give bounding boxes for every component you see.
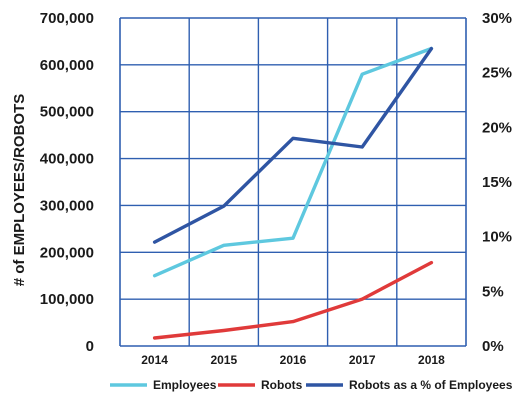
y2-tick-label: 25% [482, 65, 512, 82]
tick-labels: 0 100,000 200,000 300,000 400,000 500,000 600,… [40, 10, 512, 367]
legend-label: Employees [153, 378, 217, 392]
y-axis-title: # of EMPLOYEES/ROBOTS [11, 94, 28, 287]
y-tick-label: 400,000 [40, 151, 94, 168]
legend-label: Robots as a % of Employees [349, 378, 513, 392]
series-lines [155, 48, 432, 338]
series-line-robots-as-a-of-employees [155, 49, 432, 243]
y2-tick-label: 10% [482, 229, 512, 246]
y-tick-label: 500,000 [40, 104, 94, 121]
x-tick-label: 2018 [418, 353, 445, 367]
legend: Employees Robots Robots as a % of Employee… [110, 378, 513, 392]
series-line-robots [155, 263, 432, 338]
y2-tick-label: 30% [482, 10, 512, 27]
y-tick-label: 0 [86, 338, 94, 355]
y2-tick-label: 0% [482, 338, 504, 355]
y2-tick-label: 15% [482, 174, 512, 191]
y-tick-label: 700,000 [40, 10, 94, 27]
gridlines [120, 18, 466, 346]
y2-tick-label: 20% [482, 119, 512, 136]
x-tick-label: 2014 [141, 353, 168, 367]
series-line-employees [155, 49, 432, 276]
x-tick-label: 2015 [210, 353, 237, 367]
y2-tick-label: 5% [482, 283, 504, 300]
axes [120, 18, 466, 346]
y-tick-label: 300,000 [40, 197, 94, 214]
y-tick-label: 200,000 [40, 244, 94, 261]
y-tick-label: 600,000 [40, 57, 94, 74]
legend-label: Robots [261, 378, 303, 392]
x-tick-label: 2016 [280, 353, 307, 367]
x-tick-label: 2017 [349, 353, 376, 367]
y-tick-label: 100,000 [40, 291, 94, 308]
